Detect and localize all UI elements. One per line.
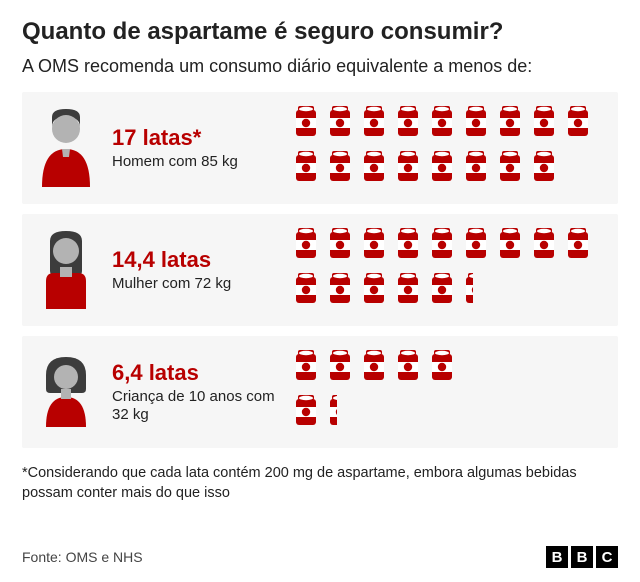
can-icon xyxy=(360,106,388,145)
bbc-logo: BBC xyxy=(546,546,618,568)
page-title: Quanto de aspartame é seguro consumir? xyxy=(22,18,618,46)
can-icon xyxy=(462,106,490,145)
can-icon xyxy=(496,151,524,190)
man-avatar-icon xyxy=(34,109,98,187)
row-label: 17 latas* Homem com 85 kg xyxy=(112,125,278,172)
bbc-logo-letter: B xyxy=(571,546,593,568)
can-icon xyxy=(292,395,320,434)
cans-group xyxy=(292,228,598,312)
cans-group xyxy=(292,106,598,190)
row-label: 14,4 latas Mulher com 72 kg xyxy=(112,247,278,294)
can-icon xyxy=(360,350,388,389)
can-icon xyxy=(428,151,456,190)
data-row: 6,4 latasCriança de 10 anos com 32 kg xyxy=(22,336,618,448)
can-icon xyxy=(428,228,456,267)
can-icon xyxy=(428,350,456,389)
can-icon xyxy=(360,273,388,312)
data-row: 17 latas* Homem com 85 kg xyxy=(22,92,618,204)
can-icon xyxy=(326,273,354,312)
source-label: Fonte: OMS e NHS xyxy=(22,549,143,565)
can-icon xyxy=(428,273,456,312)
can-icon xyxy=(394,151,422,190)
quantity-label: 17 latas* xyxy=(112,125,278,151)
can-icon xyxy=(360,228,388,267)
rows-container: 17 latas* Homem com 85 kg xyxy=(22,92,618,448)
can-icon xyxy=(394,228,422,267)
bbc-logo-letter: C xyxy=(596,546,618,568)
can-icon xyxy=(564,228,592,267)
can-icon xyxy=(326,151,354,190)
quantity-label: 14,4 latas xyxy=(112,247,278,273)
footer: Fonte: OMS e NHS BBC xyxy=(22,546,618,568)
can-icon xyxy=(530,151,558,190)
row-label: 6,4 latasCriança de 10 anos com 32 kg xyxy=(112,360,278,426)
data-row: 14,4 latas Mulher com 72 kg xyxy=(22,214,618,326)
can-icon xyxy=(462,151,490,190)
can-icon-partial xyxy=(326,395,337,434)
can-icon xyxy=(292,350,320,389)
person-label: Mulher com 72 kg xyxy=(112,275,278,294)
can-icon xyxy=(292,151,320,190)
child-avatar-icon xyxy=(34,357,98,427)
can-icon xyxy=(530,228,558,267)
bbc-logo-letter: B xyxy=(546,546,568,568)
person-label: Homem com 85 kg xyxy=(112,153,278,172)
woman-avatar-icon xyxy=(34,231,98,309)
can-icon xyxy=(530,106,558,145)
cans-group xyxy=(292,350,462,434)
can-icon xyxy=(428,106,456,145)
can-icon xyxy=(326,228,354,267)
can-icon xyxy=(394,106,422,145)
can-icon xyxy=(292,228,320,267)
person-label: Criança de 10 anos com 32 kg xyxy=(112,388,278,426)
can-icon xyxy=(326,350,354,389)
can-icon xyxy=(564,106,592,145)
can-icon xyxy=(326,106,354,145)
can-icon xyxy=(292,273,320,312)
can-icon xyxy=(394,350,422,389)
can-icon xyxy=(496,228,524,267)
page-subtitle: A OMS recomenda um consumo diário equiva… xyxy=(22,54,618,78)
can-icon xyxy=(462,228,490,267)
quantity-label: 6,4 latas xyxy=(112,360,278,386)
can-icon xyxy=(496,106,524,145)
can-icon-partial xyxy=(462,273,473,312)
can-icon xyxy=(394,273,422,312)
can-icon xyxy=(292,106,320,145)
footnote: *Considerando que cada lata contém 200 m… xyxy=(22,464,618,503)
can-icon xyxy=(360,151,388,190)
